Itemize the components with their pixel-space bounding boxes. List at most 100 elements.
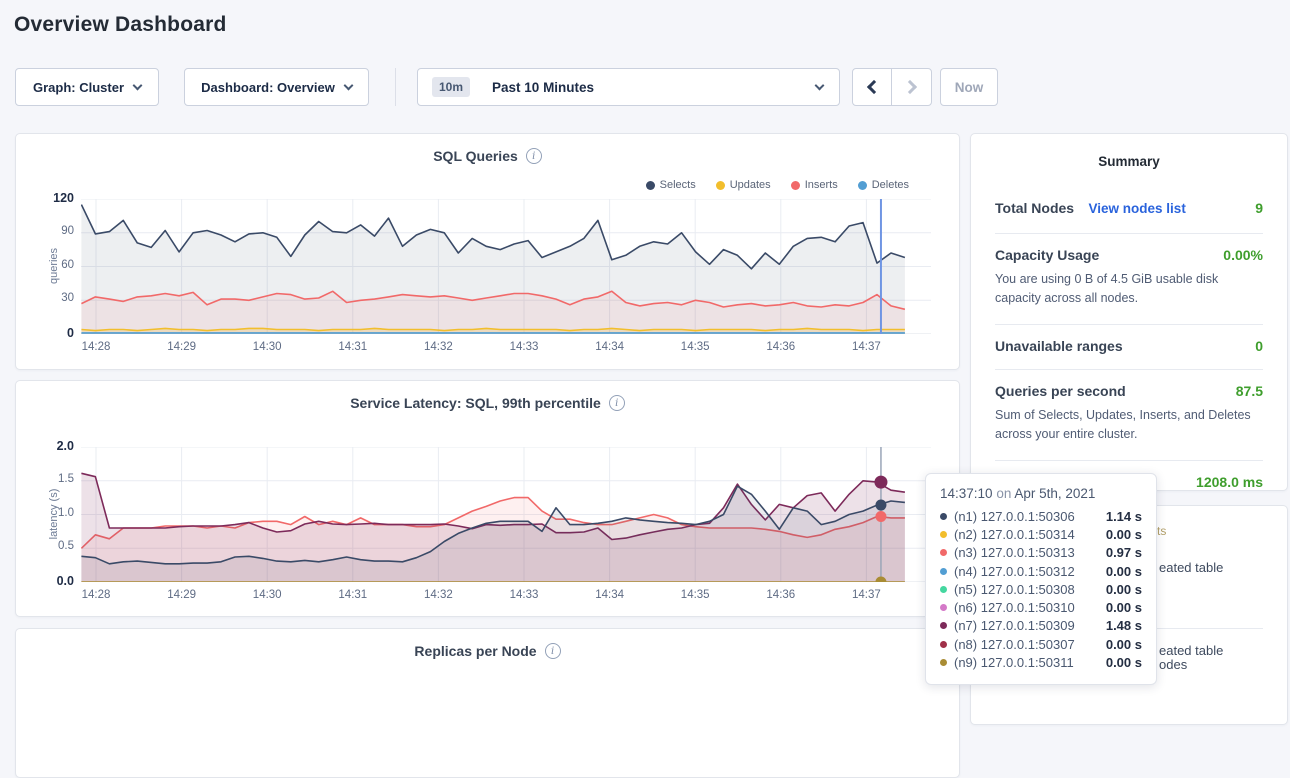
x-tick-label: 14:33 — [509, 341, 539, 353]
chevron-down-icon — [343, 80, 354, 90]
graph-dropdown-label: Graph: Cluster — [32, 79, 124, 95]
summary-row-capacity: Capacity Usage 0.00% You are using 0 B o… — [995, 233, 1263, 324]
service-latency-chart-card: Service Latency: SQL, 99th percentile i … — [15, 380, 960, 617]
time-range-dropdown[interactable]: 10m Past 10 Minutes — [417, 68, 840, 106]
tooltip-row: (n4) 127.0.0.1:50312 0.00 s — [940, 562, 1142, 580]
x-tick-label: 14:29 — [167, 589, 196, 601]
x-tick-label: 14:32 — [424, 589, 453, 601]
tooltip-row: (n2) 127.0.0.1:50314 0.00 s — [940, 525, 1142, 543]
x-tick-label: 14:34 — [595, 341, 624, 353]
step-back-button[interactable] — [853, 69, 893, 105]
y-tick-label: 1.5 — [58, 472, 74, 485]
x-tick-label: 14:33 — [509, 589, 539, 601]
chart-legend: Selects Updates Inserts Deletes — [645, 179, 909, 191]
tooltip-row: (n6) 127.0.0.1:50310 0.00 s — [940, 598, 1142, 616]
summary-row-value: 87.5 — [1235, 382, 1263, 399]
x-tick-label: 14:36 — [766, 341, 796, 353]
x-tick-label: 14:37 — [852, 589, 881, 601]
legend-dot — [790, 180, 800, 190]
legend-item-selects[interactable]: Selects — [645, 179, 696, 191]
y-tick-label: 0.0 — [56, 574, 74, 588]
y-tick-label: 120 — [53, 191, 74, 205]
x-tick-label: 14:29 — [167, 341, 196, 353]
event-row-fragment: odes — [1159, 657, 1188, 672]
tooltip-row: (n9) 127.0.0.1:50311 0.00 s — [940, 653, 1142, 671]
summary-row-value: 0.00% — [1223, 247, 1263, 263]
event-row-fragment: eated table — [1159, 560, 1224, 575]
chart-hover-tooltip: 14:37:10 on Apr 5th, 2021 (n1) 127.0.0.1… — [925, 473, 1157, 685]
legend-item-updates[interactable]: Updates — [715, 179, 771, 191]
now-button-label: Now — [954, 79, 984, 95]
x-tick-label: 14:30 — [252, 341, 282, 353]
x-tick-label: 14:37 — [852, 341, 881, 353]
tooltip-row: (n5) 127.0.0.1:50308 0.00 s — [940, 580, 1142, 598]
legend-dot — [857, 180, 867, 190]
legend-label: Updates — [729, 179, 771, 191]
series-dot — [940, 622, 947, 630]
time-range-badge: 10m — [432, 77, 471, 97]
series-dot — [940, 640, 947, 648]
summary-row-label: Capacity Usage — [995, 247, 1100, 263]
step-forward-button[interactable] — [892, 69, 931, 105]
x-tick-label: 14:28 — [81, 589, 111, 601]
x-tick-label: 14:35 — [680, 589, 710, 601]
summary-row-value: 0 — [1255, 337, 1263, 354]
chart-title: Service Latency: SQL, 99th percentile — [350, 395, 601, 411]
chevron-right-icon — [902, 79, 917, 95]
time-step-buttons — [852, 68, 932, 106]
y-tick-label: 0.5 — [58, 540, 74, 553]
summary-row-total-nodes: Total Nodes View nodes list 9 — [995, 187, 1263, 233]
legend-dot — [715, 180, 725, 190]
dashboard-dropdown[interactable]: Dashboard: Overview — [184, 68, 369, 106]
event-row-fragment: eated table — [1159, 643, 1224, 658]
chart-canvas[interactable] — [81, 447, 931, 582]
chevron-down-icon — [132, 80, 143, 90]
toolbar-divider — [395, 68, 396, 106]
tooltip-row: (n3) 127.0.0.1:50313 0.97 s — [940, 544, 1142, 562]
summary-row-subtext: Sum of Selects, Updates, Inserts, and De… — [995, 407, 1251, 442]
tooltip-row: (n8) 127.0.0.1:50307 0.00 s — [940, 635, 1142, 653]
series-dot — [940, 549, 947, 557]
chart-title: Replicas per Node — [414, 643, 537, 659]
page-title: Overview Dashboard — [14, 13, 227, 36]
tooltip-row: (n7) 127.0.0.1:50309 1.48 s — [940, 617, 1142, 635]
x-tick-label: 14:31 — [338, 341, 368, 353]
y-tick-label: 90 — [61, 224, 74, 237]
series-dot — [940, 512, 947, 520]
x-tick-label: 14:35 — [680, 341, 710, 353]
summary-row-value: 9 — [1255, 200, 1263, 216]
legend-item-inserts[interactable]: Inserts — [790, 179, 838, 191]
y-tick-label: 30 — [61, 292, 74, 305]
x-tick-label: 14:31 — [338, 589, 368, 601]
series-dot — [940, 530, 947, 538]
legend-dot — [645, 180, 655, 190]
summary-panel: Summary Total Nodes View nodes list 9 Ca… — [970, 133, 1288, 491]
y-tick-label: 0 — [67, 326, 74, 340]
legend-label: Inserts — [804, 179, 838, 191]
y-tick-label: 2.0 — [56, 439, 74, 453]
tooltip-timestamp: 14:37:10 on Apr 5th, 2021 — [940, 486, 1096, 501]
info-icon[interactable]: i — [525, 148, 542, 164]
info-icon[interactable]: i — [608, 395, 625, 411]
chevron-down-icon — [814, 80, 825, 90]
summary-row-unavailable-ranges: Unavailable ranges 0 — [995, 323, 1263, 369]
time-range-label: Past 10 Minutes — [492, 79, 595, 95]
x-tick-label: 14:36 — [766, 589, 796, 601]
events-header-fragment: ts — [1157, 524, 1167, 538]
series-dot — [940, 659, 947, 667]
chevron-left-icon — [866, 79, 882, 95]
info-icon[interactable]: i — [544, 643, 561, 659]
x-tick-label: 14:28 — [81, 341, 111, 353]
chart-title: SQL Queries — [433, 148, 518, 164]
legend-item-deletes[interactable]: Deletes — [857, 179, 909, 191]
summary-row-label: Unavailable ranges — [995, 337, 1123, 354]
view-nodes-list-link[interactable]: View nodes list — [1088, 201, 1186, 216]
chart-canvas[interactable] — [81, 199, 931, 334]
graph-dropdown[interactable]: Graph: Cluster — [15, 68, 159, 106]
series-dot — [940, 604, 947, 612]
replicas-per-node-chart-card: Replicas per Node i — [15, 628, 960, 778]
legend-label: Selects — [659, 179, 696, 191]
x-tick-label: 14:30 — [252, 589, 282, 601]
now-button[interactable]: Now — [940, 68, 998, 106]
summary-row-label: Queries per second — [995, 382, 1126, 399]
